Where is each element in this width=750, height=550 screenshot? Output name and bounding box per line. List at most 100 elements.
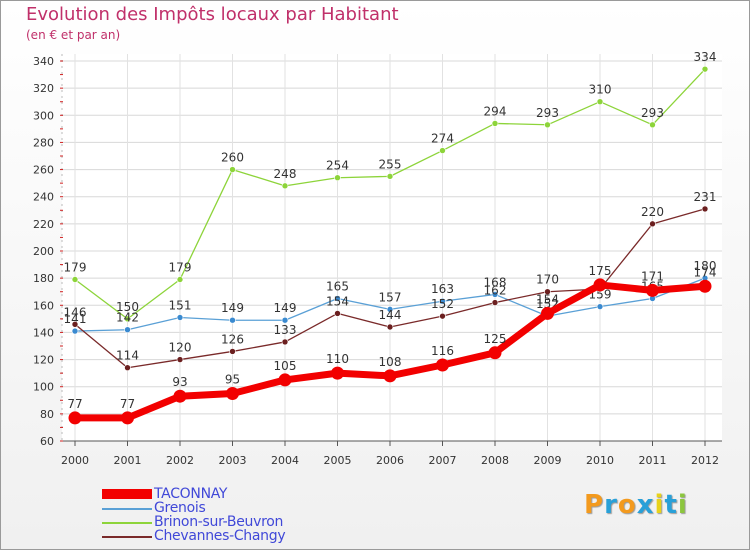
data-point-taconnay [226,387,239,400]
data-label-brinon-sur-beuvron: 255 [379,157,402,171]
data-label-taconnay: 95 [225,373,240,387]
series-grenois: 141142151149149165157163168152159165180 [64,259,716,335]
data-label-brinon-sur-beuvron: 274 [431,132,454,146]
data-label-taconnay: 105 [274,359,297,373]
data-point-taconnay [646,283,659,297]
data-point-brinon-sur-beuvron [701,65,709,73]
legend-swatch-taconnay [102,489,152,499]
data-label-brinon-sur-beuvron: 248 [274,167,297,181]
logo-letter: o [617,490,637,520]
y-tick-label: 200 [33,245,54,258]
legend-swatch-brinon [102,522,152,524]
y-tick-label: 180 [33,272,54,285]
y-tick-label: 240 [33,191,54,204]
data-point-grenois [229,316,236,324]
x-tick-label: 2011 [639,454,667,467]
data-label-chevannes-changy: 146 [64,305,87,319]
data-label-brinon-sur-beuvron: 310 [589,83,612,97]
x-tick-label: 2008 [481,454,509,467]
data-label-brinon-sur-beuvron: 294 [484,104,507,118]
series-brinon-sur-beuvron: 179 150 179 260 248 254 255 274 294 293 310 293 334 [64,50,717,323]
data-point-brinon-sur-beuvron [124,315,131,323]
legend-swatch-grenois [102,508,152,510]
y-tick-label: 260 [33,164,54,177]
y-tick-label: 140 [33,326,54,339]
data-point-grenois [596,303,604,310]
x-tick-label: 2007 [429,454,457,467]
legend-swatch-chevannes [102,536,152,538]
y-tick-label: 60 [40,435,54,448]
data-point-grenois [334,295,341,302]
data-label-chevannes-changy: 126 [221,332,244,346]
data-label-taconnay: 175 [589,264,612,278]
data-label-brinon-sur-beuvron: 293 [641,106,664,120]
data-label-chevannes-changy: 231 [694,190,717,204]
data-point-chevannes-changy [176,356,184,363]
data-point-taconnay [331,366,344,380]
data-point-chevannes-changy [124,364,131,372]
legend-label-chevannes: Chevannes-Changy [154,528,286,544]
data-point-grenois [439,297,446,305]
chart-title: Evolution des Impôts locaux par Habitant [26,4,399,25]
data-point-taconnay [436,358,449,372]
x-tick-label: 2006 [376,454,404,467]
data-point-grenois [124,326,131,334]
data-point-taconnay [121,411,134,425]
data-label-brinon-sur-beuvron: 150 [116,300,139,314]
data-point-chevannes-changy [71,320,79,328]
y-tick-label: 100 [33,381,54,394]
logo-letter: r [604,490,618,520]
data-label-taconnay: 154 [536,292,559,306]
data-label-chevannes-changy: 114 [116,349,139,363]
data-label-grenois: 141 [64,312,87,326]
data-point-grenois [281,316,289,324]
proxiti-logo: Proxiti [584,490,688,520]
data-label-brinon-sur-beuvron: 260 [221,151,244,165]
data-label-grenois: 165 [326,280,349,294]
data-point-brinon-sur-beuvron [71,276,79,283]
data-point-brinon-sur-beuvron [649,121,656,129]
data-point-grenois [71,327,79,335]
legend-label-taconnay: TACONNAY [154,486,228,502]
data-label-chevannes-changy: 220 [641,205,664,219]
data-point-chevannes-changy [229,348,236,355]
series-taconnay: 77 77 93 95 105 110 108 116 125 154 175 171 174 [67,264,716,425]
data-label-taconnay: 174 [694,265,717,279]
y-tick-label: 120 [33,354,54,367]
data-label-brinon-sur-beuvron: 179 [64,261,87,275]
x-tick-label: 2000 [61,454,89,467]
x-tick-label: 2009 [534,454,562,467]
data-label-brinon-sur-beuvron: 254 [326,159,349,173]
data-point-taconnay [593,278,607,292]
logo-letter: i [677,490,688,520]
y-tick-label: 220 [33,218,54,231]
data-point-taconnay [698,279,712,293]
data-label-taconnay: 77 [120,397,135,411]
data-point-chevannes-changy [334,310,341,317]
data-label-brinon-sur-beuvron: 293 [536,106,559,120]
data-point-chevannes-changy [439,312,446,320]
data-label-grenois: 168 [484,275,507,289]
data-label-brinon-sur-beuvron: 334 [694,50,717,64]
data-point-brinon-sur-beuvron [229,166,236,173]
data-label-taconnay: 116 [431,344,454,358]
y-tick-label: 80 [40,408,54,421]
y-tick-label: 340 [33,55,54,68]
data-label-grenois: 163 [431,282,454,296]
data-point-taconnay [383,369,397,383]
data-label-grenois: 142 [116,311,139,325]
data-point-taconnay [541,306,554,320]
legend-label-grenois: Grenois [154,500,206,516]
data-label-chevannes-changy: 152 [431,297,454,311]
data-label-grenois: 157 [379,290,402,304]
data-point-brinon-sur-beuvron [491,120,499,127]
y-tick-label: 280 [33,136,54,149]
data-point-grenois [176,314,184,321]
data-label-grenois: 149 [221,301,244,315]
x-tick-label: 2005 [324,454,352,467]
data-point-chevannes-changy [281,338,289,346]
data-label-taconnay: 93 [172,375,187,389]
data-point-chevannes-changy [544,288,551,296]
data-point-brinon-sur-beuvron [386,173,394,180]
logo-letter: t [664,490,678,520]
